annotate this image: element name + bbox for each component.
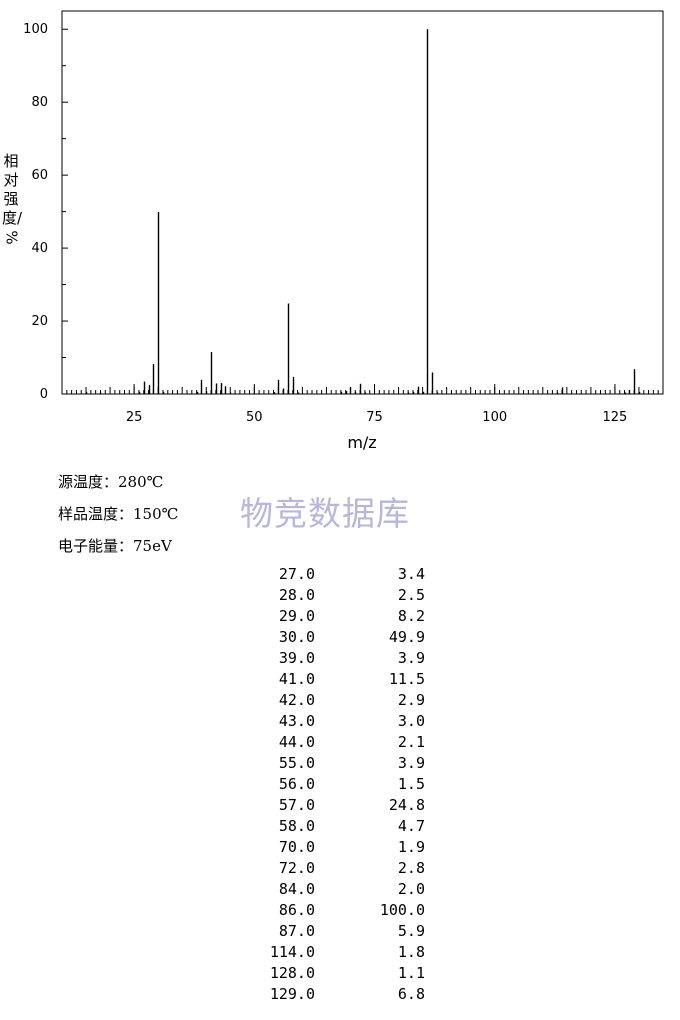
peak-intensity: 8.2 (397, 607, 425, 625)
peak-intensity: 49.9 (388, 628, 425, 646)
y-axis-label: 相对强度/% (2, 152, 23, 247)
peak-table-row: 56.0 1.5 (240, 774, 440, 795)
y-axis-label-char: 度/ (2, 209, 23, 227)
peak-mz: 27.0 (278, 565, 315, 583)
peak-intensity: 3.9 (397, 754, 425, 772)
peak-table-row: 114.0 1.8 (240, 942, 440, 963)
peak-table-row: 43.0 3.0 (240, 711, 440, 732)
peak-mz: 44.0 (278, 733, 315, 751)
x-tick-label: 75 (366, 410, 383, 425)
x-minor-ticks (61, 387, 664, 394)
peak-mz: 41.0 (278, 670, 315, 688)
y-axis-label-char: 强 (3, 190, 19, 208)
peak-intensity: 6.8 (397, 985, 425, 1003)
peak-table-row: 87.0 5.9 (240, 921, 440, 942)
peak-table-row: 57.0 24.8 (240, 795, 440, 816)
electron-energy: 电子能量：75eV (58, 537, 172, 555)
peak-mz: 57.0 (278, 796, 315, 814)
peak-intensity: 2.9 (397, 691, 425, 709)
peak-mz: 43.0 (278, 712, 315, 730)
mass-spectrum-chart: 0 20 40 60 80 100 25 50 75 100 125 m/z (23, 10, 664, 452)
sample-temperature: 样品温度：150℃ (58, 505, 179, 523)
x-tick-label: 100 (482, 410, 507, 425)
y-tick-label: 80 (31, 95, 48, 110)
peak-intensity: 2.0 (397, 880, 425, 898)
y-tick-label: 0 (40, 387, 48, 402)
peak-mz: 84.0 (278, 880, 315, 898)
peak-mz: 39.0 (278, 649, 315, 667)
peak-mz: 28.0 (278, 586, 315, 604)
peak-intensity: 1.9 (397, 838, 425, 856)
peak-mz: 70.0 (278, 838, 315, 856)
peak-table: 27.0 3.4 28.0 2.5 29.0 8.2 30.0 49.9 39.0 3.9 41.0… (240, 564, 440, 1005)
peak-table-row: 41.0 11.5 (240, 669, 440, 690)
peak-intensity: 1.8 (397, 943, 425, 961)
peak-intensity: 1.5 (397, 775, 425, 793)
peak-intensity: 24.8 (388, 796, 425, 814)
peak-intensity: 2.5 (397, 586, 425, 604)
peak-intensity: 100.0 (379, 901, 425, 919)
peak-table-row: 129.0 6.8 (240, 984, 440, 1005)
peak-mz: 42.0 (278, 691, 315, 709)
peak-mz: 58.0 (278, 817, 315, 835)
x-axis-label: m/z (347, 433, 376, 452)
peak-intensity: 1.1 (397, 964, 425, 982)
peak-table-row: 39.0 3.9 (240, 648, 440, 669)
peak-table-row: 42.0 2.9 (240, 690, 440, 711)
peak-table-row: 28.0 2.5 (240, 585, 440, 606)
y-axis-label-char: 相 (3, 152, 19, 170)
peak-mz: 56.0 (278, 775, 315, 793)
x-tick-label: 25 (126, 410, 143, 425)
peak-mz: 72.0 (278, 859, 315, 877)
x-tick-label: 50 (246, 410, 263, 425)
y-tick-label: 100 (23, 22, 48, 37)
peak-mz: 128.0 (269, 964, 315, 982)
spectrum-peaks (85, 29, 641, 394)
y-axis-ticks: 0 20 40 60 80 100 (23, 22, 68, 402)
peak-intensity: 4.7 (397, 817, 425, 835)
peak-intensity: 3.0 (397, 712, 425, 730)
peak-table-row: 44.0 2.1 (240, 732, 440, 753)
peak-mz: 87.0 (278, 922, 315, 940)
peak-intensity: 11.5 (388, 670, 425, 688)
peak-table-row: 30.0 49.9 (240, 627, 440, 648)
y-axis-label-char: % (2, 230, 21, 245)
peak-intensity: 5.9 (397, 922, 425, 940)
peak-mz: 29.0 (278, 607, 315, 625)
peak-intensity: 3.9 (397, 649, 425, 667)
peak-intensity: 3.4 (397, 565, 425, 583)
x-tick-label: 125 (603, 410, 628, 425)
peak-intensity: 2.8 (397, 859, 425, 877)
peak-table-row: 58.0 4.7 (240, 816, 440, 837)
watermark: 物竞数据库 (240, 494, 410, 533)
peak-table-row: 27.0 3.4 (240, 564, 440, 585)
y-axis-label-char: 对 (3, 171, 19, 189)
peak-table-row: 86.0 100.0 (240, 900, 440, 921)
peak-table-row: 70.0 1.9 (240, 837, 440, 858)
peak-intensity: 2.1 (397, 733, 425, 751)
peak-table-row: 84.0 2.0 (240, 879, 440, 900)
plot-frame (61, 10, 664, 395)
peak-mz: 30.0 (278, 628, 315, 646)
source-temperature: 源温度：280℃ (58, 473, 164, 491)
y-tick-label: 20 (31, 314, 48, 329)
y-tick-label: 40 (31, 241, 48, 256)
peak-mz: 129.0 (269, 985, 315, 1003)
peak-mz: 86.0 (278, 901, 315, 919)
y-tick-label: 60 (31, 168, 48, 183)
peak-table-row: 72.0 2.8 (240, 858, 440, 879)
peak-table-row: 29.0 8.2 (240, 606, 440, 627)
peak-table-row: 55.0 3.9 (240, 753, 440, 774)
x-axis-ticks: 25 50 75 100 125 (126, 384, 627, 425)
peak-table-row: 128.0 1.1 (240, 963, 440, 984)
peak-mz: 114.0 (269, 943, 315, 961)
peak-mz: 55.0 (278, 754, 315, 772)
